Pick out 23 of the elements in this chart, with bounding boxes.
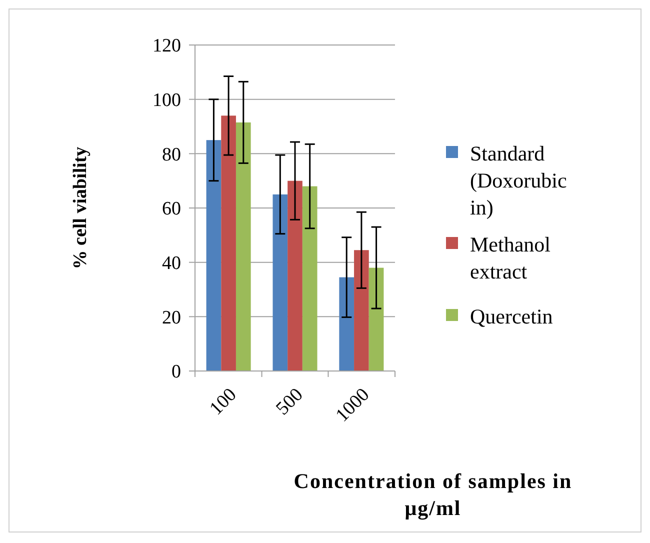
y-tick-label: 80 (162, 144, 181, 166)
legend-label: Methanol extract (470, 232, 551, 284)
y-tick-label: 20 (162, 307, 181, 328)
bar (339, 277, 354, 371)
y-tick-label: 40 (162, 252, 181, 274)
bar (206, 140, 222, 371)
legend-label: Quercetin (470, 304, 554, 328)
bar (221, 116, 236, 371)
x-tick-label: 100 (206, 384, 241, 420)
x-tick-label: 500 (272, 384, 308, 420)
bar (354, 250, 369, 371)
y-axis-title: % cell viability (70, 146, 91, 270)
x-axis-title: Concentration of samples in μg/ml (294, 469, 572, 520)
bar (236, 122, 251, 371)
y-tick-label: 0 (172, 362, 181, 383)
y-tick-label: 120 (152, 36, 181, 57)
bar (368, 268, 384, 371)
bar (272, 194, 288, 371)
y-tick-label: 60 (162, 198, 181, 220)
bar (302, 186, 318, 371)
legend-label: Standard (Doxorubicin) (470, 141, 567, 220)
y-tick-label: 100 (152, 90, 181, 111)
bar (288, 180, 302, 371)
